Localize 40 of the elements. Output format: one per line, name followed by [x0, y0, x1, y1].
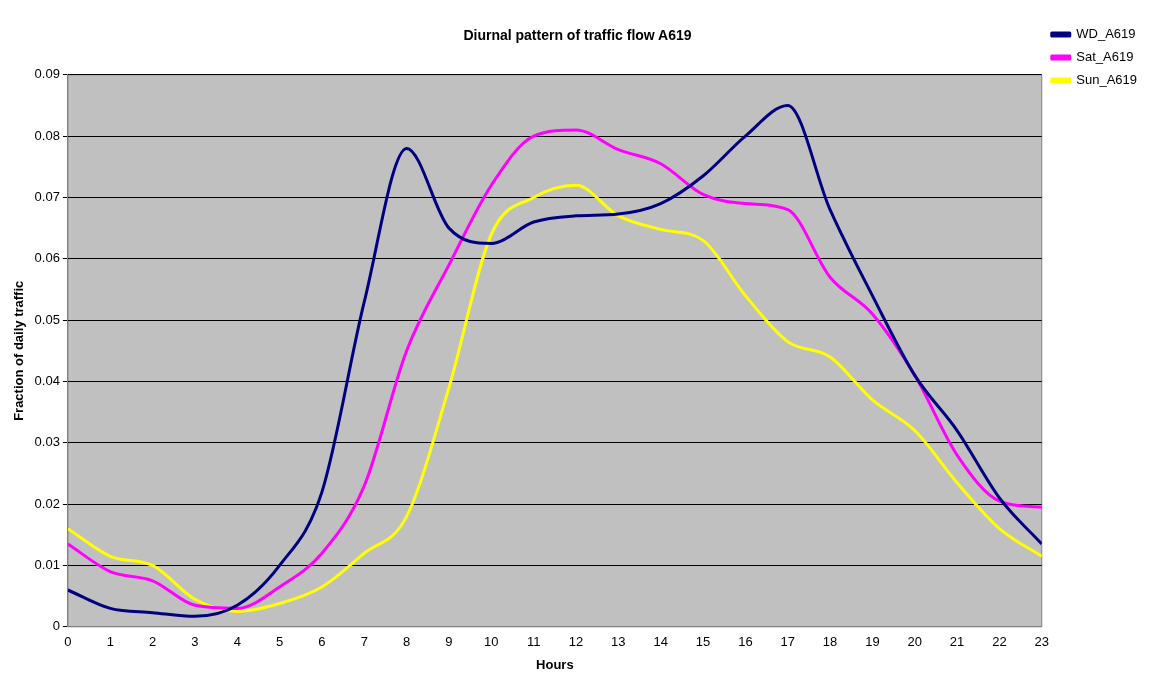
x-tick-label: 20 [907, 634, 922, 650]
x-tick-label: 13 [611, 634, 626, 650]
x-tick-label: 19 [865, 634, 880, 650]
x-tick-label: 18 [822, 634, 838, 650]
x-tick-label: 17 [780, 634, 795, 650]
y-tick-label: 0.01 [34, 557, 60, 573]
legend-label: Sun_A619 [1076, 72, 1138, 88]
x-tick-label: 14 [653, 634, 668, 650]
x-tick-label: 7 [360, 634, 368, 650]
x-tick-label: 3 [191, 634, 199, 650]
y-tick-label: 0.09 [34, 66, 60, 82]
x-axis-title: Hours [536, 656, 574, 672]
y-tick-label: 0.03 [34, 434, 60, 450]
y-tick-label: 0.04 [34, 373, 60, 389]
x-tick-label: 23 [1034, 634, 1050, 650]
legend-label: Sat_A619 [1076, 49, 1134, 65]
x-tick-label: 4 [233, 634, 241, 650]
x-tick-label: 6 [318, 634, 326, 650]
y-tick-label: 0.02 [34, 495, 60, 511]
x-tick-label: 10 [484, 634, 499, 650]
y-tick-label: 0.06 [34, 250, 60, 266]
y-axis-title: Fraction of daily traffic [11, 280, 27, 421]
x-tick-label: 2 [148, 634, 157, 650]
y-tick-label: 0.08 [34, 127, 60, 143]
x-tick-label: 8 [403, 634, 411, 650]
x-tick-label: 5 [276, 634, 284, 650]
x-tick-label: 9 [445, 634, 453, 650]
x-tick-label: 15 [695, 634, 711, 650]
x-tick-label: 11 [526, 634, 541, 650]
y-tick-label: 0.07 [34, 189, 60, 205]
legend-label: WD_A619 [1076, 26, 1136, 42]
x-tick-label: 21 [949, 634, 965, 650]
y-tick-label: 0.05 [34, 311, 60, 327]
chart-title: Diurnal pattern of traffic flow A619 [463, 27, 692, 44]
x-tick-label: 1 [106, 634, 114, 650]
y-tick-label: 0 [52, 618, 60, 634]
x-tick-label: 12 [568, 634, 584, 650]
x-tick-label: 22 [992, 634, 1007, 650]
x-tick-label: 0 [64, 634, 72, 650]
x-tick-label: 16 [738, 634, 753, 650]
